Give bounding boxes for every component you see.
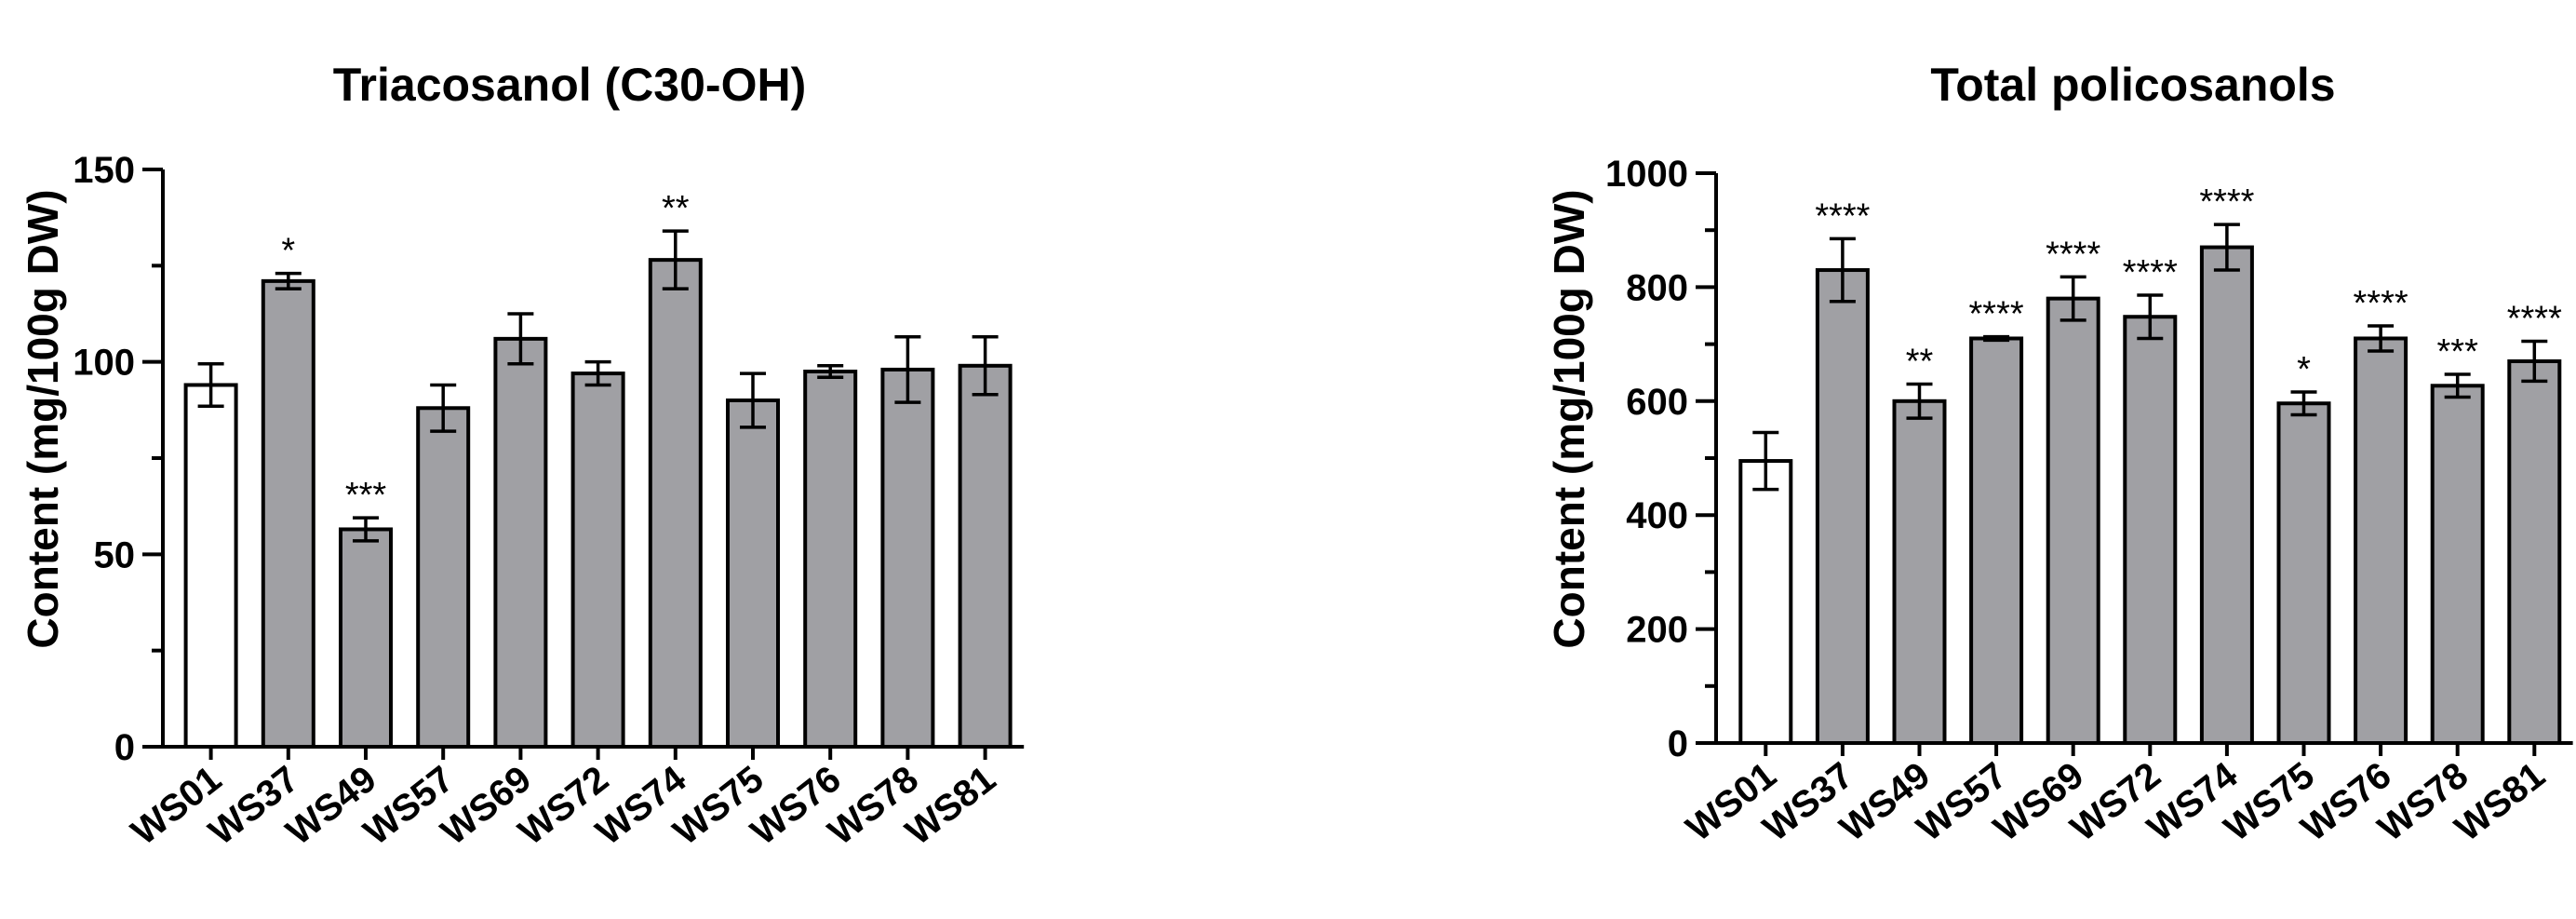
significance-label: **** <box>1969 295 2024 334</box>
bar-ws69 <box>493 336 548 749</box>
bar-ws01 <box>1738 459 1793 745</box>
y-tick-label: 150 <box>73 150 135 191</box>
bar-ws72 <box>570 372 625 749</box>
y-tick-label: 0 <box>1668 723 1688 764</box>
bar-ws49 <box>1892 399 1947 745</box>
x-tick-label: WS49 <box>279 758 384 853</box>
x-tick-label: WS72 <box>511 758 616 853</box>
x-tick-label: WS57 <box>1910 754 2015 849</box>
significance-label: *** <box>2437 332 2479 372</box>
bar-ws69 <box>2046 296 2100 745</box>
chart-title: Total policosanols <box>1930 59 2335 111</box>
x-tick-label: WS69 <box>1986 754 2091 849</box>
y-tick-label: 800 <box>1626 267 1688 308</box>
significance-label: **** <box>1815 196 1870 236</box>
bar-ws76 <box>803 370 858 749</box>
bar-ws37 <box>261 278 315 749</box>
x-tick-label: WS75 <box>666 758 771 853</box>
chart-title: Triacosanol (C30-OH) <box>333 59 806 111</box>
x-tick-label: WS78 <box>2370 754 2475 849</box>
bar-ws81 <box>2507 358 2562 745</box>
chart-triacosanol: Triacosanol (C30-OH) Content (mg/100g DW… <box>19 59 1025 853</box>
x-tick-label: WS01 <box>124 758 229 853</box>
bar-ws78 <box>2430 384 2485 745</box>
bar-ws37 <box>1815 268 1870 745</box>
y-axis-label: Content (mg/100g DW) <box>1545 189 1593 648</box>
x-tick-label: WS37 <box>1756 754 1861 849</box>
bar-ws49 <box>339 527 393 750</box>
significance-label: **** <box>2354 284 2408 323</box>
x-tick-label: WS75 <box>2217 754 2322 849</box>
y-axis-label: Content (mg/100g DW) <box>19 189 67 648</box>
significance-label: **** <box>2123 253 2178 292</box>
bar-ws78 <box>880 367 935 749</box>
x-tick-label: WS01 <box>1679 754 1784 849</box>
significance-label: **** <box>2199 182 2254 222</box>
x-tick-label: WS78 <box>821 758 926 853</box>
y-tick-label: 400 <box>1626 495 1688 536</box>
bar-ws57 <box>416 406 471 749</box>
significance-label: **** <box>2046 235 2100 274</box>
y-tick-label: 50 <box>94 534 136 575</box>
bar-ws75 <box>726 399 780 749</box>
bar-ws74 <box>2199 245 2254 745</box>
x-tick-label: WS49 <box>1832 754 1938 849</box>
bar-ws75 <box>2276 401 2331 745</box>
x-tick-label: WS37 <box>201 758 306 853</box>
x-tick-label: WS81 <box>898 758 1003 853</box>
significance-label: ** <box>662 189 690 228</box>
y-tick-label: 0 <box>114 727 135 768</box>
x-tick-label: WS57 <box>356 758 462 853</box>
bar-ws01 <box>183 383 238 749</box>
significance-label: * <box>281 232 295 271</box>
x-tick-label: WS74 <box>588 758 694 853</box>
x-tick-label: WS76 <box>744 758 849 853</box>
x-tick-label: WS72 <box>2063 754 2168 849</box>
bar-ws72 <box>2123 315 2178 745</box>
bar-ws76 <box>2354 336 2408 745</box>
x-tick-label: WS76 <box>2294 754 2399 849</box>
x-tick-label: WS81 <box>2448 754 2553 849</box>
significance-label: **** <box>2507 300 2562 339</box>
bar-ws57 <box>1969 336 2024 745</box>
significance-label: * <box>2297 350 2311 389</box>
y-tick-label: 200 <box>1626 610 1688 651</box>
y-tick-label: 100 <box>73 343 135 384</box>
significance-label: *** <box>345 476 387 515</box>
y-tick-label: 600 <box>1626 382 1688 423</box>
bar-ws81 <box>958 363 1013 749</box>
significance-label: ** <box>1906 342 1934 381</box>
bar-ws74 <box>648 258 703 749</box>
x-tick-label: WS69 <box>434 758 539 853</box>
chart-total-policosanols: Total policosanols Content (mg/100g DW) … <box>1545 59 2573 849</box>
y-tick-label: 1000 <box>1605 154 1688 195</box>
